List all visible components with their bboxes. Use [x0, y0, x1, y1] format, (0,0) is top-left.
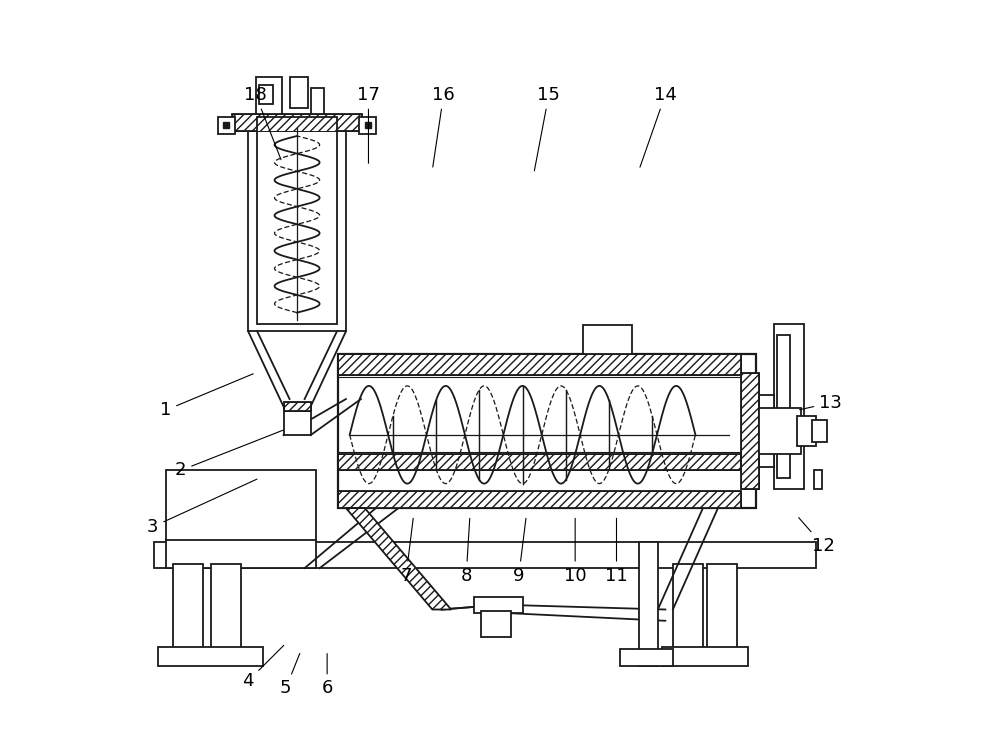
Bar	[338, 492, 741, 508]
Text: 5: 5	[280, 654, 300, 697]
Bar	[777, 335, 790, 478]
Bar	[662, 647, 748, 666]
Bar	[290, 77, 308, 108]
Bar	[338, 354, 756, 508]
Bar	[232, 114, 362, 131]
Bar	[583, 325, 632, 354]
Text: 17: 17	[357, 86, 380, 163]
Bar	[211, 565, 241, 651]
Text: 14: 14	[640, 86, 677, 167]
Bar	[338, 354, 741, 375]
Bar	[812, 419, 827, 442]
Text: 11: 11	[605, 518, 628, 584]
Text: 6: 6	[321, 654, 333, 697]
Bar	[774, 324, 804, 489]
Bar	[284, 402, 311, 411]
Bar	[474, 596, 523, 613]
Bar	[338, 454, 741, 471]
Bar	[620, 649, 673, 666]
Text: 3: 3	[147, 479, 257, 536]
Bar	[338, 354, 741, 375]
Text: 1: 1	[160, 373, 253, 419]
Bar	[814, 471, 822, 489]
Polygon shape	[346, 508, 451, 609]
Text: 12: 12	[799, 517, 835, 555]
Text: 2: 2	[175, 430, 283, 480]
Bar	[173, 565, 203, 651]
Bar	[218, 117, 235, 134]
Bar	[481, 611, 511, 637]
Bar	[797, 416, 816, 446]
Bar	[759, 395, 774, 467]
Bar	[741, 373, 759, 489]
Bar	[359, 117, 376, 134]
Bar	[248, 117, 346, 331]
Bar	[639, 542, 658, 666]
Bar	[166, 540, 316, 569]
Bar	[338, 492, 741, 508]
Text: 9: 9	[513, 518, 526, 584]
Bar	[158, 647, 263, 666]
Bar	[257, 117, 337, 324]
Text: 13: 13	[800, 394, 842, 412]
Text: 15: 15	[534, 86, 560, 171]
Bar	[284, 405, 311, 435]
Text: 10: 10	[564, 518, 586, 584]
Bar	[673, 565, 703, 651]
Text: 16: 16	[432, 86, 455, 167]
Text: 8: 8	[460, 518, 472, 584]
Bar	[259, 85, 273, 104]
Bar	[759, 408, 801, 453]
Text: 18: 18	[244, 86, 281, 160]
Bar	[707, 565, 737, 651]
Bar	[284, 402, 311, 411]
Text: 4: 4	[242, 645, 284, 690]
Bar	[154, 542, 816, 569]
Bar	[311, 88, 324, 114]
Text: 7: 7	[400, 518, 413, 584]
Bar	[166, 471, 316, 542]
Bar	[256, 77, 282, 114]
Bar	[741, 373, 759, 489]
Bar	[338, 454, 741, 471]
Bar	[232, 114, 362, 131]
